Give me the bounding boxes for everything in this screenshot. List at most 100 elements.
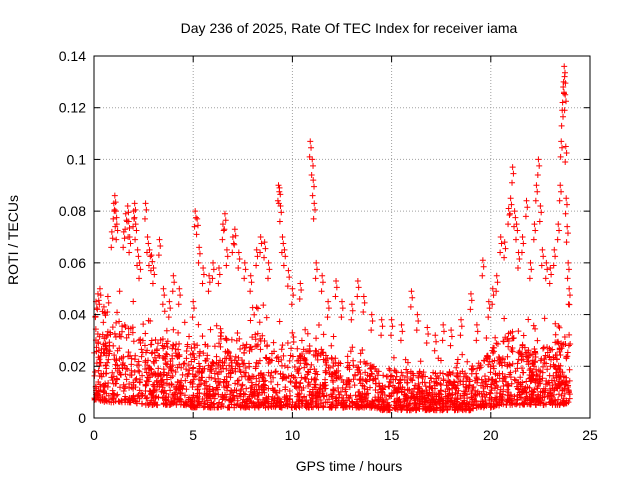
data-point (257, 346, 264, 353)
data-point (293, 379, 300, 386)
data-point (562, 374, 569, 381)
data-point (553, 356, 560, 363)
data-point (320, 356, 327, 363)
data-point-outlier (216, 271, 223, 278)
data-point (161, 387, 168, 394)
data-point (132, 398, 139, 405)
data-point (133, 375, 140, 382)
data-point (391, 384, 398, 391)
data-point-outlier (126, 234, 133, 240)
data-point-outlier (130, 223, 137, 230)
data-point (130, 381, 137, 388)
data-point (517, 374, 524, 381)
data-point (205, 362, 212, 369)
data-point-outlier (526, 275, 533, 282)
data-point (480, 388, 487, 395)
data-point (135, 362, 142, 369)
data-point (427, 374, 434, 381)
y-tick-label: 0.04 (59, 307, 86, 323)
data-point-outlier (289, 285, 296, 292)
data-point (167, 363, 174, 370)
data-point (528, 388, 535, 395)
data-point (509, 401, 516, 408)
data-point (291, 363, 298, 370)
data-point (226, 404, 233, 411)
data-point (359, 347, 366, 354)
data-point (346, 394, 353, 401)
data-point (93, 360, 100, 367)
data-point (282, 386, 289, 393)
data-point (419, 399, 426, 406)
data-point-outlier (309, 156, 316, 163)
data-point (255, 392, 262, 399)
data-point (393, 389, 400, 396)
data-point (533, 396, 540, 403)
data-point (256, 386, 263, 393)
data-point (481, 403, 488, 410)
data-point (474, 388, 481, 395)
y-axis-label: ROTI / TECUs (5, 195, 21, 285)
data-point (223, 378, 230, 385)
data-point-outlier (175, 301, 182, 308)
data-point-outlier (562, 143, 569, 150)
data-point (486, 397, 493, 404)
data-point (386, 402, 393, 409)
data-point (104, 332, 111, 339)
data-point (530, 375, 537, 382)
data-point (121, 385, 128, 392)
data-point (125, 331, 132, 338)
data-point-outlier (497, 234, 504, 240)
data-point (275, 353, 282, 360)
data-point (194, 401, 201, 408)
data-point (252, 331, 259, 338)
data-point-outlier (266, 266, 273, 273)
data-point (172, 350, 179, 357)
data-point (380, 372, 387, 379)
data-point (491, 357, 498, 364)
data-point-outlier (101, 310, 108, 317)
data-point-outlier (275, 182, 282, 189)
data-point (356, 404, 363, 411)
data-point-outlier (473, 321, 480, 328)
data-point (188, 358, 195, 365)
data-point (561, 333, 568, 340)
data-point (511, 393, 518, 400)
data-point (346, 384, 353, 391)
data-point (349, 404, 356, 411)
data-point (91, 396, 98, 403)
data-point (401, 398, 408, 405)
data-point (226, 362, 233, 369)
data-point (551, 386, 558, 393)
data-point (557, 367, 564, 374)
data-point (117, 384, 124, 391)
data-point-outlier (518, 249, 525, 256)
data-point-outlier (502, 245, 509, 252)
data-point-outlier (310, 162, 317, 169)
data-point (155, 365, 162, 372)
data-point (433, 375, 440, 382)
data-point (268, 403, 275, 410)
data-point (246, 363, 253, 370)
data-point-outlier (563, 149, 570, 156)
data-point-outlier (539, 246, 546, 253)
data-point (529, 395, 536, 402)
data-point (316, 393, 323, 400)
data-point-outlier (159, 301, 166, 308)
data-point (278, 346, 285, 353)
y-tick-label: 0.1 (67, 151, 87, 167)
data-point (320, 331, 327, 338)
data-point-outlier (136, 259, 143, 266)
data-point (345, 377, 352, 384)
data-point (391, 404, 398, 411)
data-point (453, 398, 460, 405)
data-point (532, 325, 539, 332)
data-point-outlier (280, 262, 287, 269)
data-point (102, 370, 109, 377)
data-point-outlier (440, 328, 447, 335)
data-point (459, 405, 466, 412)
data-point (176, 385, 183, 392)
data-point-outlier (277, 191, 284, 198)
data-point-outlier (231, 226, 238, 233)
data-point-outlier (142, 200, 149, 207)
data-point-outlier (339, 298, 345, 305)
